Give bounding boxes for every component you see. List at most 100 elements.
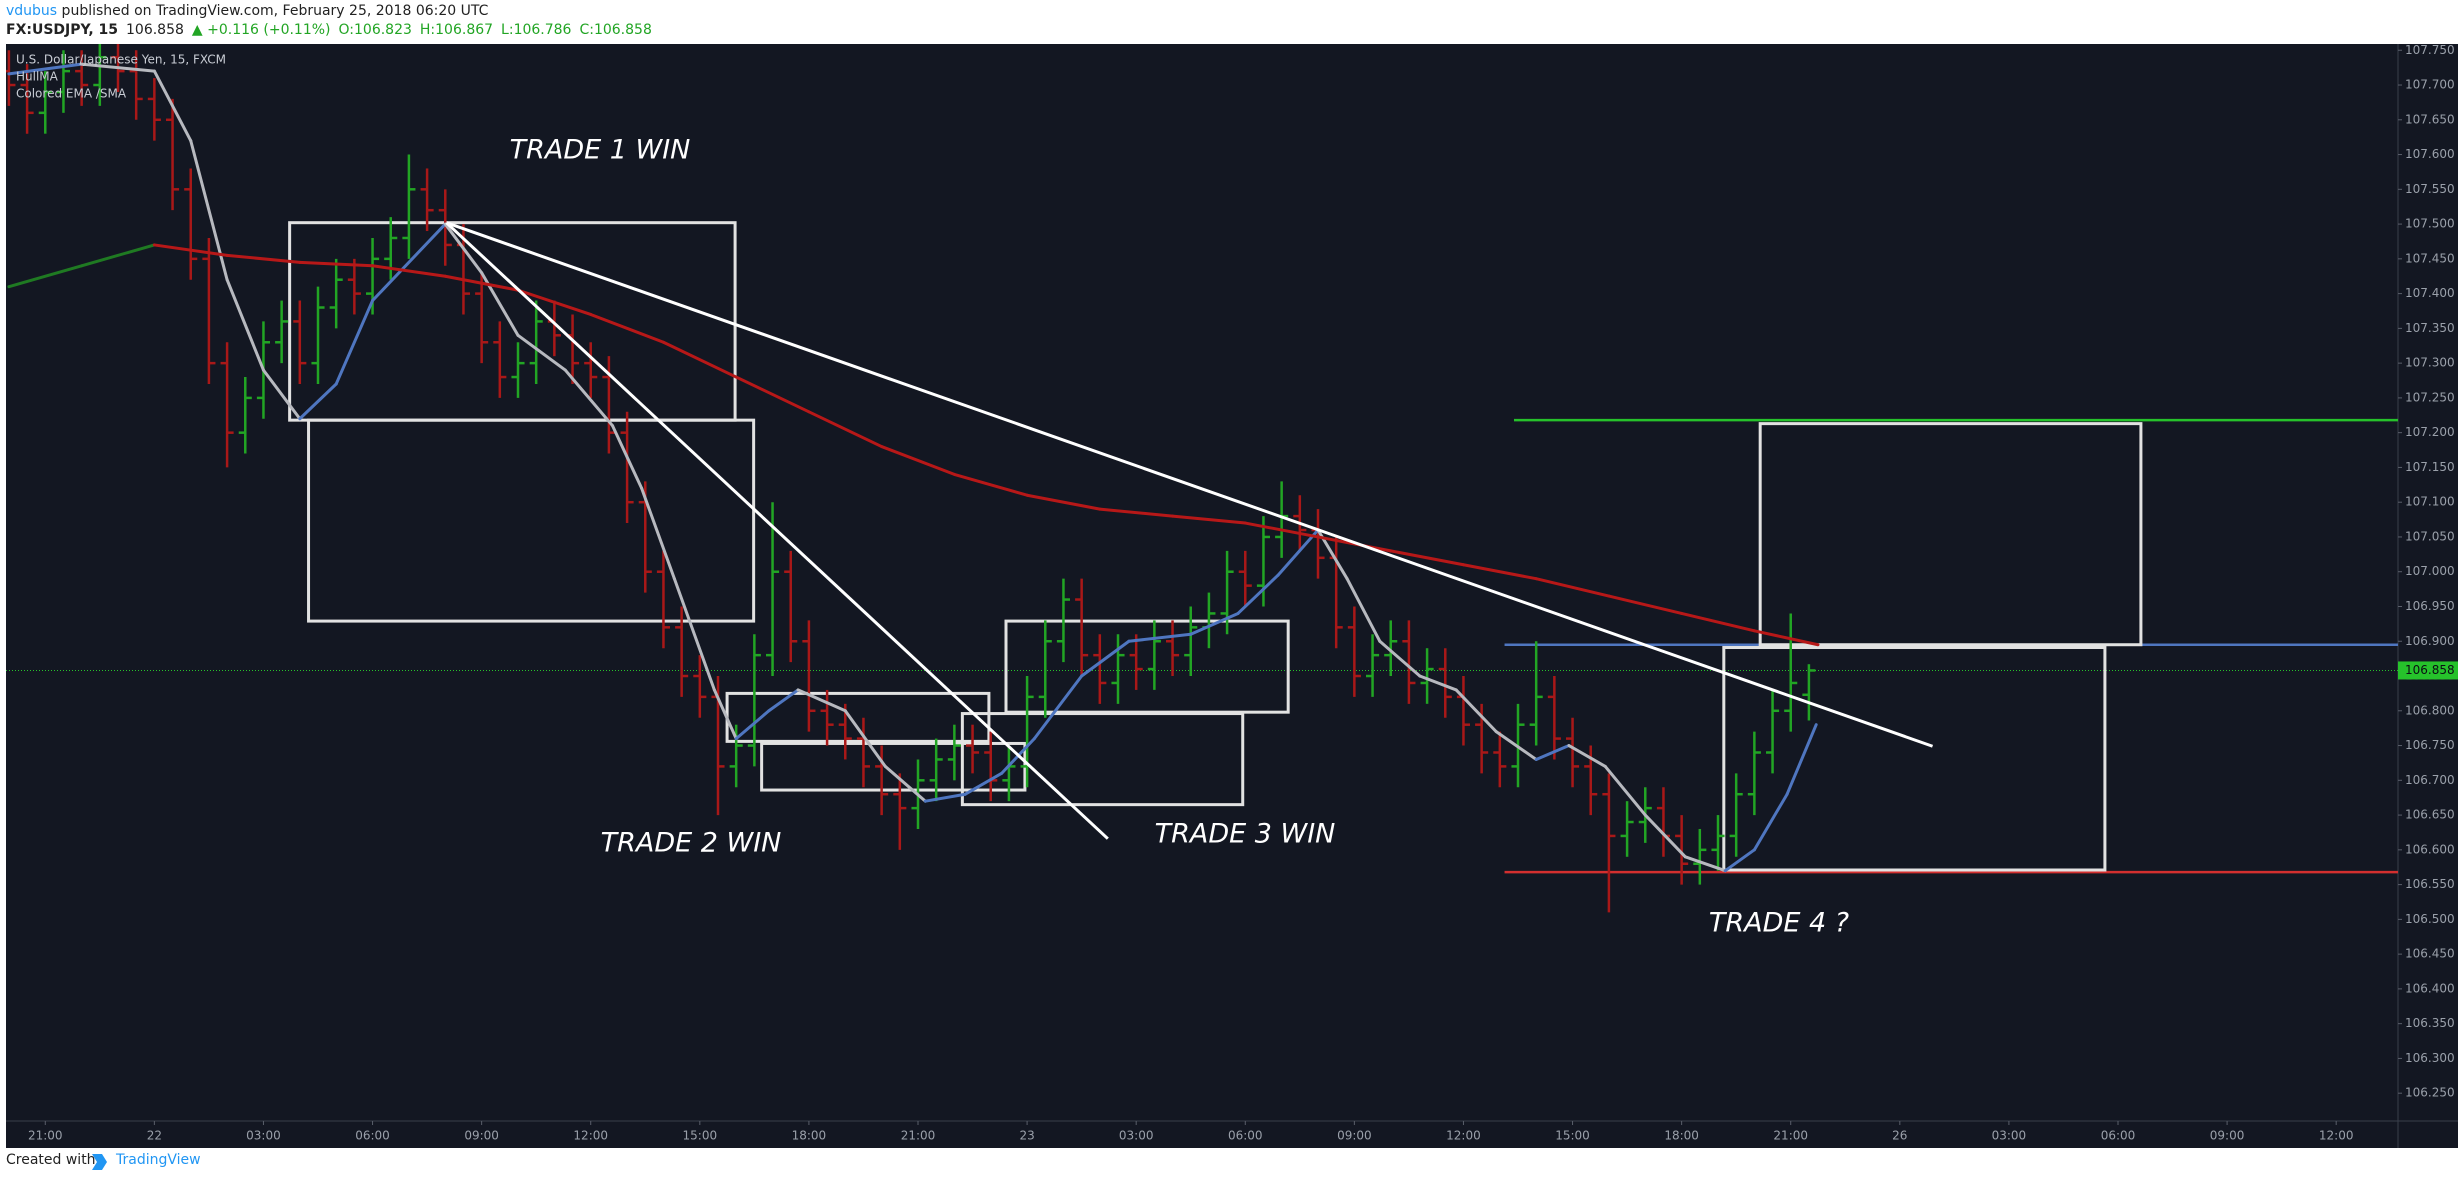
indicator-line xyxy=(767,688,800,713)
indicator-line xyxy=(589,312,665,344)
indicator-line xyxy=(963,771,1004,796)
indicator-line xyxy=(843,709,887,768)
indicator-line xyxy=(443,222,484,275)
indicator-line xyxy=(1752,629,1820,647)
indicator-line xyxy=(1418,674,1458,692)
y-tick-label: 106.350 xyxy=(2405,1016,2455,1030)
y-tick-label: 106.500 xyxy=(2405,912,2455,926)
x-tick-label: 12:00 xyxy=(1446,1129,1481,1143)
indicator-line xyxy=(80,243,156,268)
y-tick-label: 107.100 xyxy=(2405,495,2455,509)
y-tick-label: 107.000 xyxy=(2405,564,2455,578)
y-tick-label: 107.200 xyxy=(2405,425,2455,439)
indicator-line xyxy=(7,264,84,289)
y-tick-label: 107.650 xyxy=(2405,112,2455,126)
trade-box xyxy=(307,418,756,623)
indicator-line xyxy=(298,382,338,421)
indicator-line xyxy=(1680,611,1756,633)
y-tick-label: 106.900 xyxy=(2405,634,2455,648)
trade-box xyxy=(1722,646,2107,872)
x-tick-label: 26 xyxy=(1892,1129,1907,1143)
x-tick-label: 03:00 xyxy=(246,1129,281,1143)
indicator-line xyxy=(952,472,1029,497)
indicator-line xyxy=(1534,577,1611,598)
y-tick-label: 106.700 xyxy=(2405,773,2455,787)
y-tick-label: 106.750 xyxy=(2405,738,2455,752)
indicator-line xyxy=(225,278,265,372)
indicator-line xyxy=(7,62,84,76)
indicator-line xyxy=(1345,577,1382,643)
y-tick-label: 107.350 xyxy=(2405,321,2455,335)
y-tick-label: 107.300 xyxy=(2405,356,2455,370)
indicator-line xyxy=(1127,632,1193,643)
indicator-line xyxy=(1607,594,1684,615)
symbol: FX:USDJPY, 15 xyxy=(6,22,118,38)
x-tick-label: 03:00 xyxy=(1119,1129,1154,1143)
footer-created: Created with xyxy=(6,1152,96,1168)
x-tick-label: 21:00 xyxy=(28,1129,63,1143)
y-tick-label: 106.950 xyxy=(2405,599,2455,613)
x-tick-label: 12:00 xyxy=(573,1129,608,1143)
indicator-line xyxy=(1494,730,1538,761)
trade-box xyxy=(1758,422,2143,647)
indicator-line xyxy=(712,688,738,741)
indicator-line xyxy=(923,792,967,803)
y-tick-label: 107.550 xyxy=(2405,182,2455,196)
indicator-line xyxy=(796,688,847,713)
indicator-line xyxy=(1683,855,1727,873)
y-tick-label: 107.150 xyxy=(2405,460,2455,474)
indicator-line xyxy=(1461,563,1538,581)
x-tick-label: 22 xyxy=(147,1129,162,1143)
indicator-line xyxy=(734,375,811,414)
indicator-line xyxy=(1025,493,1102,511)
y-tick-label: 106.600 xyxy=(2405,842,2455,856)
indicator-line xyxy=(371,264,447,278)
x-tick-label: 09:00 xyxy=(464,1129,499,1143)
indicator-line xyxy=(152,69,193,143)
indicator-line xyxy=(807,410,884,449)
indicator-line xyxy=(1785,723,1818,796)
x-tick-label: 12:00 xyxy=(2319,1129,2354,1143)
close: C:106.858 xyxy=(579,22,651,38)
x-tick-label: 18:00 xyxy=(792,1129,827,1143)
indicator-line xyxy=(672,577,716,692)
y-tick-label: 106.650 xyxy=(2405,808,2455,822)
x-tick-label: 03:00 xyxy=(1992,1129,2027,1143)
legend-title: U.S. Dollar/Japanese Yen, 15, FXCM xyxy=(16,53,226,67)
footer-brand[interactable]: TradingView xyxy=(115,1152,201,1168)
last-price-label: 106.858 xyxy=(2405,663,2455,677)
indicator-line xyxy=(883,764,927,803)
legend-entry: HullMA xyxy=(16,70,59,84)
indicator-line xyxy=(516,288,593,316)
indicator-line xyxy=(1276,528,1320,577)
indicator-line xyxy=(640,486,676,581)
y-tick-label: 107.250 xyxy=(2405,390,2455,404)
low: L:106.786 xyxy=(501,22,572,38)
last: 106.858 xyxy=(126,22,184,38)
open: O:106.823 xyxy=(339,22,412,38)
indicator-line xyxy=(734,709,771,741)
indicator-line xyxy=(298,260,375,268)
indicator-line xyxy=(661,340,738,379)
author[interactable]: vdubus xyxy=(6,3,57,19)
chart-background xyxy=(6,44,2458,1148)
x-tick-label: 18:00 xyxy=(1664,1129,1699,1143)
indicator-line xyxy=(261,368,302,421)
published: published on TradingView.com, February 2… xyxy=(57,3,488,19)
indicator-line xyxy=(189,139,229,282)
x-tick-label: 06:00 xyxy=(355,1129,390,1143)
indicator-line xyxy=(225,253,302,264)
y-tick-label: 106.800 xyxy=(2405,703,2455,717)
indicator-line xyxy=(880,445,956,476)
x-tick-label: 15:00 xyxy=(1555,1129,1590,1143)
indicator-line xyxy=(1098,507,1175,518)
indicator-line xyxy=(1378,639,1422,678)
y-tick-label: 106.300 xyxy=(2405,1051,2455,1065)
indicator-line xyxy=(1236,573,1280,615)
indicator-line xyxy=(1534,744,1571,761)
indicator-line xyxy=(1454,688,1498,734)
indicator-line xyxy=(80,62,156,73)
y-tick-label: 107.500 xyxy=(2405,217,2455,231)
legend-entry: Colored EMA /SMA xyxy=(16,87,127,101)
